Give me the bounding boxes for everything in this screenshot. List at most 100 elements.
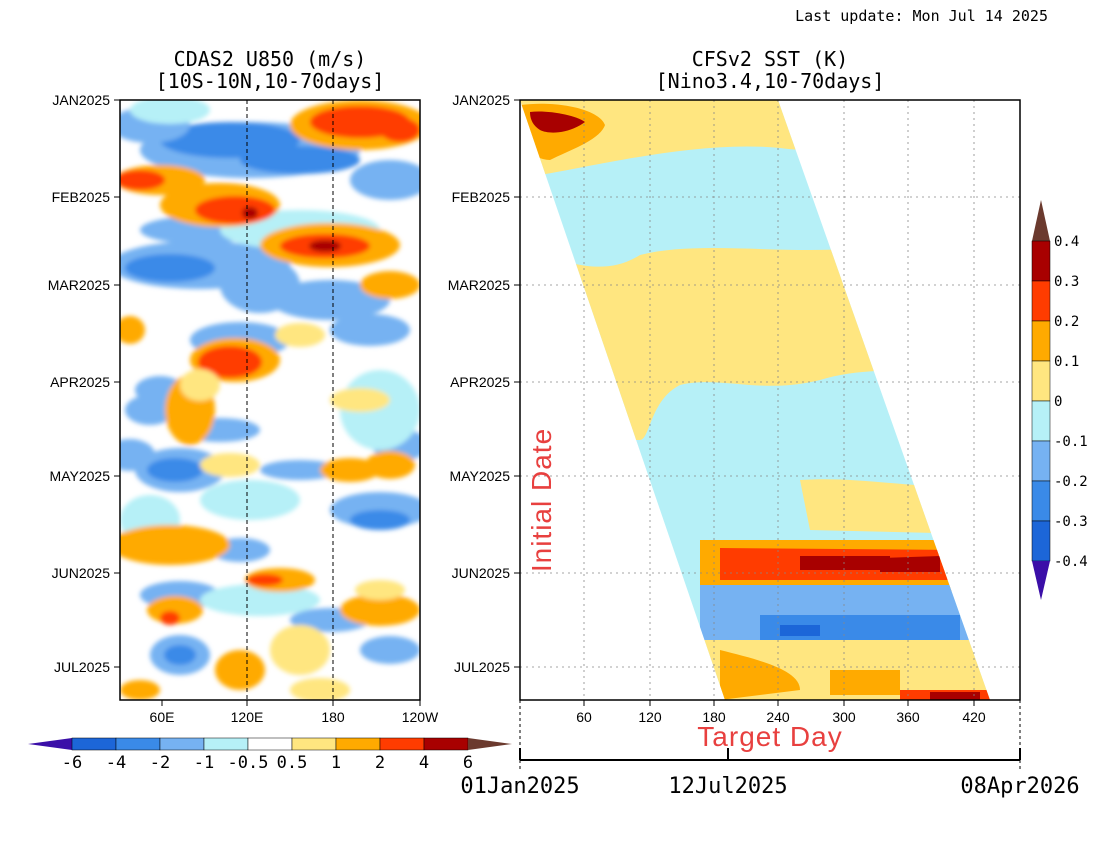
right-gridlines [520, 100, 1020, 700]
timeline-label-end: 08Apr2026 [960, 774, 1079, 799]
right-y-tick-label: FEB2025 [452, 189, 511, 205]
left-colorbar-label: -0.5 [228, 753, 269, 773]
right-title-line2: [Nino3.4,10-70days] [656, 69, 885, 93]
u850-anomaly-contour [380, 118, 420, 142]
right-y-axis: JAN2025 FEB2025 MAR2025 APR2025 MAY2025 JUN20… [448, 92, 520, 675]
u850-anomaly-contour [260, 460, 340, 480]
right-colorbar-label: -0.4 [1054, 554, 1088, 570]
u850-anomaly-contour [215, 650, 265, 690]
left-colorbar-label: 2 [375, 753, 385, 773]
u850-anomaly-contour [125, 254, 215, 282]
sst-anomaly-contour [880, 556, 940, 572]
u850-anomaly-contour [240, 146, 360, 174]
right-x-axis: 60 120 180 240 300 360 420 [576, 700, 986, 725]
u850-hovmoller [120, 100, 420, 700]
timeline-label-start: 01Jan2025 [460, 774, 579, 799]
colorbar-swatch [1031, 480, 1051, 522]
left-x-tick-label: 120E [231, 709, 264, 725]
u850-anomaly-contour [120, 316, 145, 344]
left-panel: CDAS2 U850 (m/s) [10S-10N,10-70days] JAN… [28, 47, 512, 773]
colorbar-swatch [1031, 360, 1051, 402]
left-y-tick-label: JUL2025 [54, 659, 110, 675]
u850-anomaly-contour [195, 196, 275, 224]
u850-anomaly-contour [350, 160, 420, 200]
left-x-axis: 60E 120E 180 120W [150, 700, 439, 725]
u850-anomaly-contour [147, 458, 203, 482]
colorbar-swatch [1031, 440, 1051, 482]
colorbar-swatch [1031, 320, 1051, 362]
right-y-tick-label: JUN2025 [452, 565, 511, 581]
right-colorbar-label: 0.4 [1054, 234, 1079, 250]
colorbar-swatch [247, 737, 293, 751]
u850-anomaly-contour [360, 636, 420, 664]
left-y-tick-label: JAN2025 [52, 92, 110, 108]
u850-anomaly-contour [200, 584, 320, 616]
sst-anomaly-contour [530, 111, 585, 133]
right-y-tick-label: APR2025 [450, 374, 510, 390]
left-colorbar-label: 4 [419, 753, 429, 773]
right-colorbar-label: 0 [1054, 394, 1062, 410]
right-colorbar-label: 0.2 [1054, 314, 1079, 330]
colorbar-swatch [1031, 400, 1051, 442]
colorbar-swatch [71, 737, 117, 751]
left-y-tick-label: JUN2025 [52, 565, 111, 581]
u850-anomaly-contour [290, 678, 350, 700]
left-y-tick-label: MAR2025 [48, 277, 110, 293]
right-y-tick-label: MAY2025 [450, 468, 511, 484]
left-colorbar-label: -4 [106, 753, 126, 773]
last-update-text: Last update: Mon Jul 14 2025 [795, 7, 1048, 25]
right-colorbar: 0.4 0.3 0.2 0.1 0 -0.1 -0.2 -0.3 -0.4 [1031, 200, 1088, 600]
left-y-tick-label: MAY2025 [50, 468, 111, 484]
sst-forecast-field [520, 100, 990, 700]
initial-date-annotation: Initial Date [526, 428, 557, 572]
u850-anomaly-contour [365, 451, 415, 479]
left-colorbar-label: 0.5 [277, 753, 308, 773]
u850-anomaly-contour [120, 170, 165, 190]
u850-anomaly-contour [160, 611, 180, 625]
right-colorbar-label: -0.3 [1054, 514, 1088, 530]
right-colorbar-label: -0.2 [1054, 474, 1088, 490]
left-colorbar-label: -1 [194, 753, 214, 773]
u850-anomaly-contour [309, 240, 341, 252]
left-title-line2: [10S-10N,10-70days] [156, 69, 385, 93]
u850-anomaly-contour [130, 100, 210, 124]
right-colorbar-label: -0.1 [1054, 434, 1088, 450]
u850-anomaly-contour [355, 580, 405, 600]
left-colorbar-label: 1 [331, 753, 341, 773]
left-y-tick-label: APR2025 [50, 374, 110, 390]
u850-anomaly-contour [320, 458, 380, 482]
colorbar-max-arrow [468, 738, 512, 750]
u850-anomaly-contour [330, 388, 390, 412]
right-x-tick-label: 300 [832, 709, 856, 725]
left-colorbar-label: 6 [463, 753, 473, 773]
u850-anomaly-contour [270, 625, 330, 675]
right-y-tick-label: MAR2025 [448, 277, 510, 293]
u850-anomaly-contour [220, 257, 300, 313]
right-colorbar-label: 0.3 [1054, 274, 1079, 290]
colorbar-swatch [291, 737, 337, 751]
right-y-tick-label: JUL2025 [454, 659, 510, 675]
colorbar-min-arrow [1032, 561, 1050, 600]
u850-anomaly-contour [164, 645, 196, 665]
colorbar-swatch [1031, 280, 1051, 322]
sst-anomaly-contour [720, 650, 800, 700]
right-x-tick-label: 420 [962, 709, 986, 725]
colorbar-swatch [423, 737, 469, 751]
colorbar-swatch [203, 737, 249, 751]
colorbar-swatch [1031, 520, 1051, 562]
u850-anomaly-contour [200, 480, 300, 520]
u850-anomaly-contour [200, 453, 260, 477]
colorbar-swatch [159, 737, 205, 751]
right-title-line1: CFSv2 SST (K) [692, 47, 849, 71]
sst-anomaly-contour [800, 479, 990, 535]
u850-anomaly-contour [330, 314, 410, 346]
sst-anomaly-contour [830, 670, 900, 695]
u850-anomaly-contour [247, 574, 283, 586]
colorbar-swatch [1031, 240, 1051, 282]
sst-anomaly-contour [800, 556, 890, 570]
left-colorbar: -6 -4 -2 -1 -0.5 0.5 1 2 4 6 [28, 737, 512, 773]
colorbar-min-arrow [28, 738, 72, 750]
left-x-tick-label: 180 [321, 709, 345, 725]
left-y-tick-label: FEB2025 [52, 189, 111, 205]
